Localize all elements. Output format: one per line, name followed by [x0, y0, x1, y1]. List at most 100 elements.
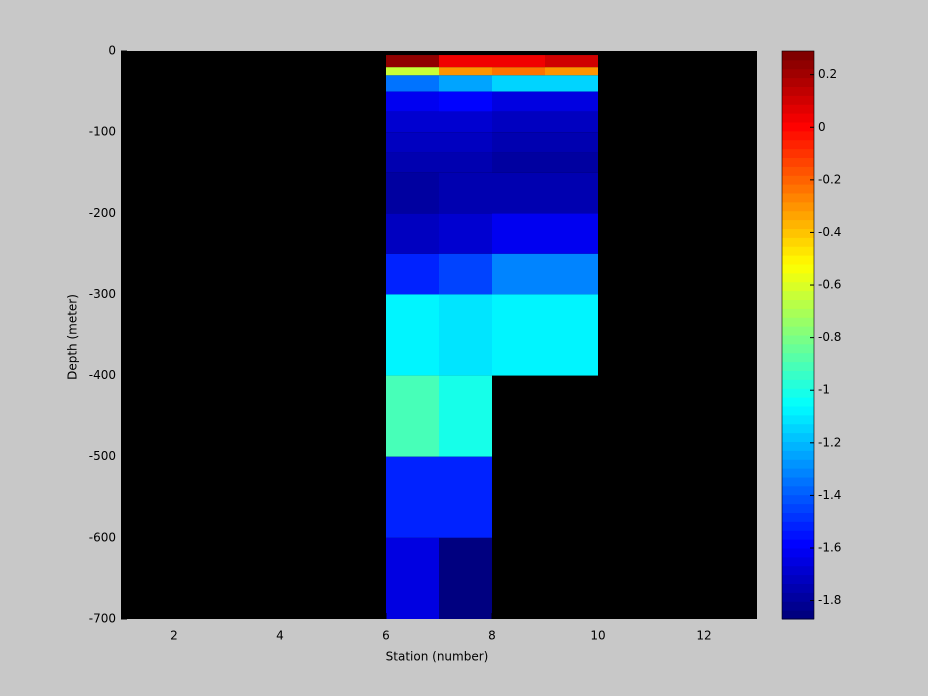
colorbar-segment	[782, 184, 814, 194]
colorbar-segment	[782, 228, 814, 238]
heatmap-cell	[545, 172, 598, 214]
colorbar-segment	[782, 414, 814, 425]
colorbar-segment	[782, 521, 814, 531]
y-tick-label: -700	[89, 612, 116, 626]
colorbar-segment	[782, 477, 814, 487]
colorbar-segment	[782, 59, 814, 70]
colorbar-segment	[782, 122, 814, 132]
colorbar-segment	[782, 423, 814, 434]
heatmap-cell	[386, 213, 439, 254]
heatmap-cell	[386, 67, 439, 76]
heatmap-cell	[386, 253, 439, 295]
colorbar-segment	[782, 237, 814, 247]
heatmap-cell	[439, 294, 492, 376]
colorbar-segment	[782, 468, 814, 478]
colorbar-segment	[782, 494, 814, 505]
heatmap-cell	[386, 375, 439, 457]
x-tick-label: 4	[276, 629, 284, 643]
heatmap-cell	[386, 294, 439, 376]
colorbar-tick-label: 0.2	[818, 67, 837, 81]
x-axis-label: Station (number)	[386, 650, 489, 664]
heatmap-cell	[439, 172, 492, 214]
y-tick-label: -600	[89, 530, 116, 544]
colorbar-segment	[782, 272, 814, 283]
heatmap-cell	[386, 111, 439, 133]
heatmap-cell	[492, 172, 545, 214]
colorbar-segment	[782, 193, 814, 203]
colorbar-tick-label: -0.4	[818, 225, 841, 239]
colorbar-segment	[782, 290, 814, 300]
colorbar-segment	[782, 219, 814, 229]
heatmap-cell	[545, 75, 598, 92]
colorbar-segment	[782, 450, 814, 460]
colorbar-segment	[782, 166, 814, 176]
heatmap-cell	[439, 253, 492, 295]
heatmap-cell	[492, 111, 545, 133]
colorbar-tick-label: -0.8	[818, 330, 841, 344]
heatmap-cell	[545, 67, 598, 76]
heatmap-cell	[492, 75, 545, 92]
y-tick-label: -100	[89, 125, 116, 139]
heatmap-cell	[545, 213, 598, 254]
colorbar-segment	[782, 583, 814, 593]
heatmap-cell	[386, 75, 439, 92]
colorbar-segment	[782, 281, 814, 292]
heatmap-cell	[386, 55, 439, 68]
heatmap-cell	[439, 111, 492, 133]
colorbar-segment	[782, 104, 814, 114]
heatmap-cell	[545, 253, 598, 295]
colorbar-segment	[782, 148, 814, 158]
y-axis-label: Depth (meter)	[66, 294, 80, 380]
colorbar-segment	[782, 86, 814, 96]
colorbar-segment	[782, 201, 814, 212]
colorbar-segment	[782, 139, 814, 150]
x-tick-label: 6	[382, 629, 390, 643]
colorbar-segment	[782, 210, 814, 221]
colorbar-segment	[782, 512, 814, 522]
heatmap-cell	[439, 213, 492, 254]
x-tick-label: 2	[170, 629, 178, 643]
colorbar-segment	[782, 299, 814, 309]
colorbar-segment	[782, 548, 814, 558]
heatmap-cell	[545, 91, 598, 112]
heatmap-cell	[545, 111, 598, 133]
y-tick-label: 0	[108, 44, 116, 58]
heatmap-cell	[439, 75, 492, 92]
colorbar-segment	[782, 610, 814, 620]
heatmap-cell	[545, 294, 598, 376]
colorbar-tick-label: -0.6	[818, 278, 841, 292]
heatmap-cell	[545, 152, 598, 173]
colorbar-segment	[782, 51, 814, 61]
heatmap-cell	[386, 91, 439, 112]
colorbar-segment	[782, 68, 814, 79]
y-tick-label: -300	[89, 287, 116, 301]
colorbar-segment	[782, 432, 814, 442]
colorbar-segment	[782, 175, 814, 185]
y-tick-label: -200	[89, 206, 116, 220]
colorbar-segment	[782, 370, 814, 380]
x-tick-label: 12	[696, 629, 711, 643]
colorbar-tick-label: -1	[818, 383, 830, 397]
x-tick-label: 10	[590, 629, 605, 643]
colorbar-segment	[782, 308, 814, 318]
heatmap-cell	[545, 132, 598, 153]
heatmap-cell	[386, 537, 439, 619]
colorbar-segment	[782, 246, 814, 256]
y-tick-label: -400	[89, 368, 116, 382]
colorbar-segment	[782, 592, 814, 602]
colorbar-segment	[782, 503, 814, 513]
colorbar-tick-label: -1.6	[818, 541, 841, 555]
colorbar-tick-label: -1.8	[818, 593, 841, 607]
colorbar-segment	[782, 130, 814, 141]
heatmap-cell	[439, 375, 492, 457]
y-tick-label: -500	[89, 449, 116, 463]
heatmap-cell	[492, 55, 545, 68]
heatmap-cell	[439, 537, 492, 619]
colorbar-segment	[782, 388, 814, 398]
colorbar-segment	[782, 530, 814, 540]
colorbar-segment	[782, 379, 814, 389]
colorbar-segment	[782, 441, 814, 451]
colorbar-segment	[782, 565, 814, 576]
heatmap-cell	[492, 67, 545, 76]
heatmap-cell	[386, 132, 439, 153]
